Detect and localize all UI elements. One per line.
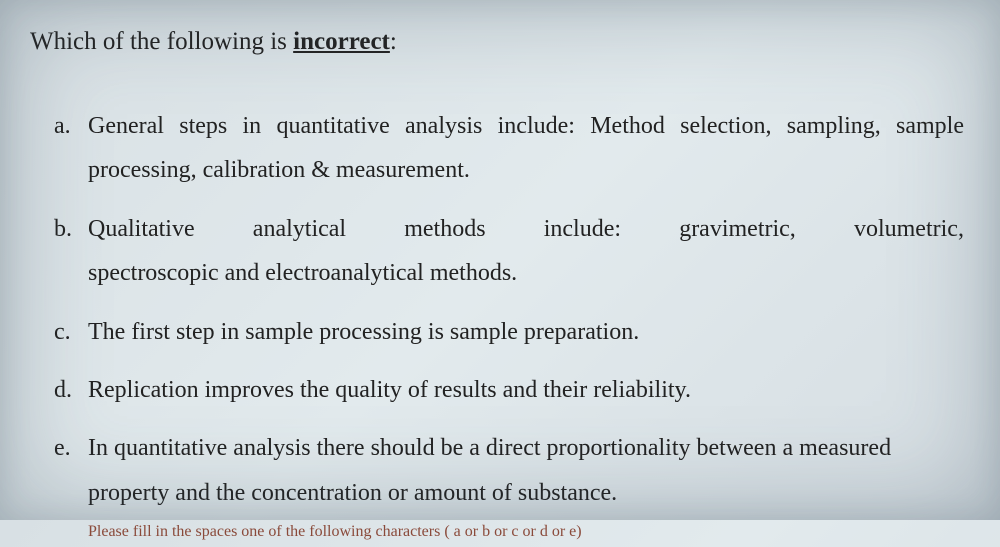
option-letter: e.: [54, 426, 88, 546]
option-b: b. Qualitative analytical methods includ…: [54, 207, 964, 296]
word: methods: [404, 207, 485, 251]
option-c: c. The first step in sample processing i…: [54, 310, 964, 354]
option-d: d. Replication improves the quality of r…: [54, 368, 964, 412]
word: include:: [544, 207, 621, 251]
option-text: In quantitative analysis there should be…: [88, 426, 964, 546]
stem-suffix: :: [390, 28, 397, 55]
option-b-line2: spectroscopic and electroanalytical meth…: [88, 251, 964, 295]
option-a: a. General steps in quantitative analysi…: [54, 104, 964, 193]
option-e-text: In quantitative analysis there should be…: [88, 435, 891, 505]
option-text: Replication improves the quality of resu…: [88, 368, 964, 412]
option-text: Qualitative analytical methods include: …: [88, 207, 964, 296]
word: Qualitative: [88, 207, 195, 251]
option-letter: c.: [54, 310, 88, 354]
option-letter: a.: [54, 104, 88, 193]
option-e: e. In quantitative analysis there should…: [54, 426, 964, 546]
question-stem: Which of the following is incorrect:: [30, 28, 964, 56]
answer-instruction: Please fill in the spaces one of the fol…: [88, 517, 964, 547]
word: volumetric,: [854, 207, 964, 251]
stem-prefix: Which of the following is: [30, 28, 293, 55]
stem-underlined: incorrect: [293, 28, 390, 55]
option-b-line1: Qualitative analytical methods include: …: [88, 207, 964, 251]
option-text: General steps in quantitative analysis i…: [88, 104, 964, 193]
option-text: The first step in sample processing is s…: [88, 310, 964, 354]
options-list: a. General steps in quantitative analysi…: [30, 104, 964, 547]
word: gravimetric,: [679, 207, 796, 251]
option-letter: d.: [54, 368, 88, 412]
word: analytical: [253, 207, 346, 251]
option-letter: b.: [54, 207, 88, 296]
